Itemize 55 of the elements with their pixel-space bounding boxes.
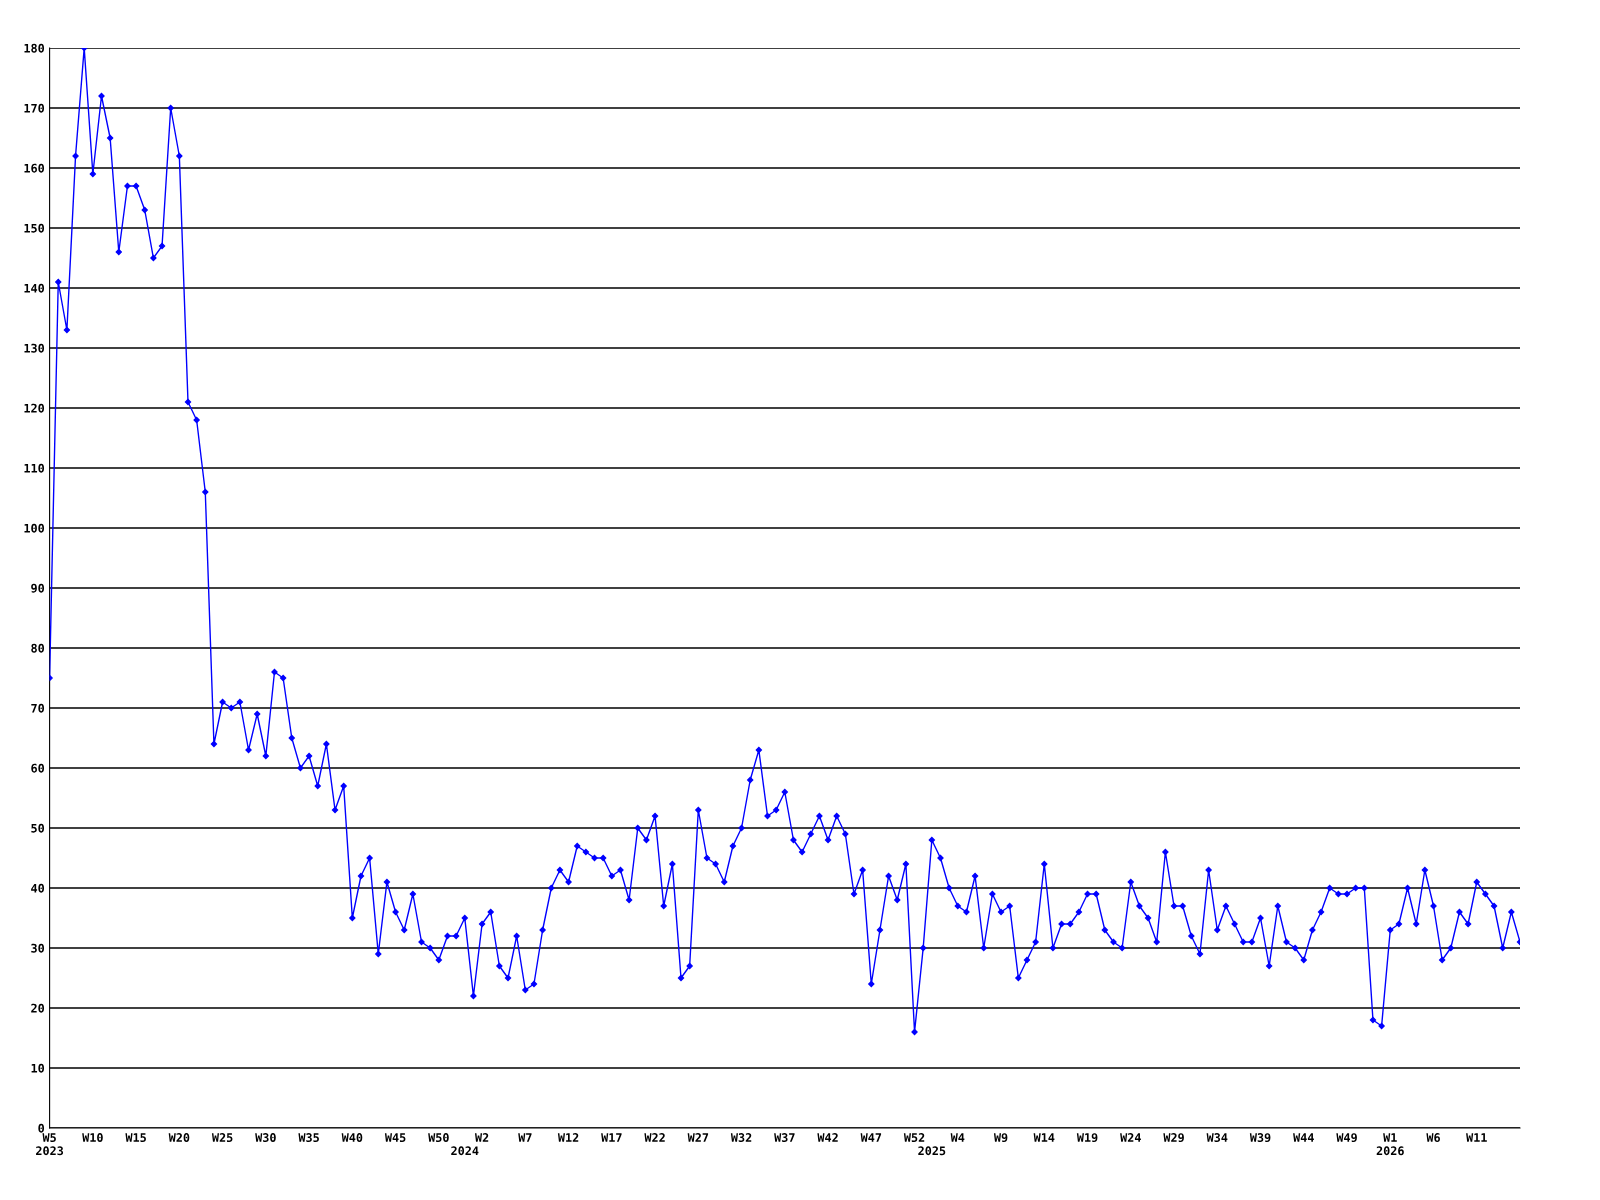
y-tick-label: 150 — [24, 223, 45, 233]
x-tick-label: W24 — [1120, 1133, 1141, 1142]
x-tick-label: W44 — [1293, 1133, 1314, 1142]
x-tick-label: W1 2026 — [1376, 1133, 1404, 1156]
x-tick-label: W34 — [1206, 1133, 1228, 1142]
y-tick-label: 20 — [31, 1003, 45, 1013]
y-tick-label: 30 — [31, 943, 45, 953]
y-tick-label: 100 — [24, 523, 45, 533]
y-tick-label: 80 — [31, 643, 45, 653]
x-tick-label: W19 — [1076, 1133, 1098, 1143]
x-tick-label: W17 — [601, 1133, 622, 1142]
x-tick-label: W2 — [474, 1133, 489, 1142]
x-tick-label: W6 — [1426, 1133, 1440, 1143]
x-tick-label: W12 — [557, 1133, 579, 1142]
x-tick-label: 2025 — [918, 1146, 946, 1156]
x-tick-label: W30 — [255, 1133, 276, 1142]
x-tick-label: W42 — [817, 1133, 838, 1142]
y-tick-label: 40 — [31, 883, 45, 893]
x-tick-label: W49 — [1336, 1133, 1357, 1143]
x-tick-label: W37 — [774, 1133, 795, 1142]
y-tick-label: 0 — [38, 1123, 45, 1133]
x-tick-label: W25 — [211, 1133, 233, 1142]
y-tick-label: 50 — [31, 823, 45, 833]
y-tick-label: 160 — [24, 163, 45, 173]
x-tick-label: W29 — [1163, 1133, 1184, 1143]
x-tick-label: W40 — [341, 1133, 363, 1142]
y-tick-label: 10 — [31, 1063, 45, 1073]
y-tick-label: 140 — [24, 283, 45, 293]
x-tick-label: W15 — [125, 1133, 146, 1142]
x-tick-label: W20 — [168, 1133, 190, 1142]
x-tick-label: W14 — [1033, 1133, 1055, 1142]
x-tick-label: W4 — [950, 1133, 965, 1142]
x-tick-label: W35 — [298, 1133, 319, 1142]
y-tick-label: 180 — [24, 43, 45, 53]
x-tick-label: W5 2023 — [36, 1133, 64, 1156]
x-tick-label: W27 — [687, 1133, 709, 1142]
y-tick-label: 60 — [31, 763, 45, 773]
x-tick-label: W11 — [1466, 1133, 1487, 1142]
x-tick-label: W45 — [384, 1133, 406, 1142]
x-tick-label: W39 — [1249, 1133, 1271, 1143]
y-tick-label: 120 — [24, 403, 45, 413]
x-tick-label: W22 — [644, 1133, 665, 1142]
x-tick-label: W10 — [82, 1133, 103, 1142]
x-tick-label: 2024 — [451, 1146, 479, 1156]
x-tick-label: W7 — [518, 1133, 532, 1142]
x-tick-label: W9 — [993, 1133, 1008, 1143]
y-tick-label: 170 — [24, 103, 45, 113]
y-tick-label: 90 — [31, 583, 45, 593]
y-tick-label: 130 — [24, 343, 45, 353]
x-tick-label: W32 — [730, 1133, 752, 1142]
x-tick-label: W47 — [860, 1133, 882, 1142]
x-tick-label: W52 — [903, 1133, 925, 1142]
x-tick-label: W50 — [428, 1133, 449, 1142]
y-tick-label: 110 — [24, 463, 45, 473]
y-tick-label: 70 — [31, 703, 45, 713]
